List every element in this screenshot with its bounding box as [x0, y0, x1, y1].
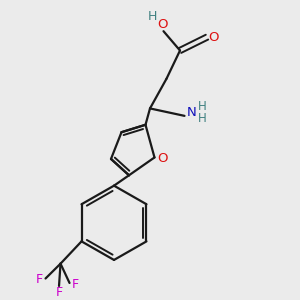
Text: F: F — [36, 274, 43, 286]
Text: H: H — [198, 112, 207, 125]
Text: F: F — [72, 278, 79, 291]
Text: H: H — [198, 100, 207, 113]
Text: N: N — [187, 106, 197, 119]
Text: O: O — [208, 31, 219, 44]
Text: O: O — [157, 18, 167, 31]
Text: H: H — [147, 10, 157, 23]
Text: F: F — [56, 286, 63, 299]
Text: O: O — [158, 152, 168, 165]
